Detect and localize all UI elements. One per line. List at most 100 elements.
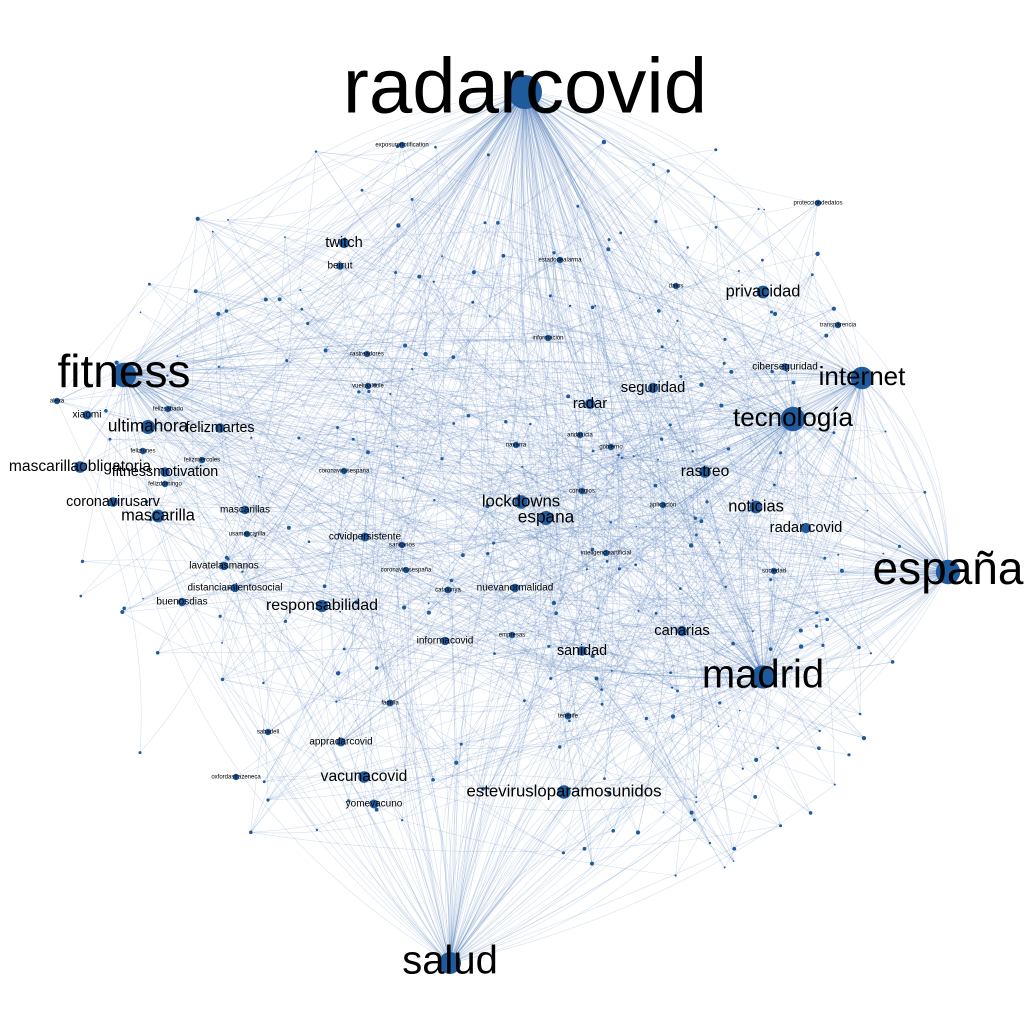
hashtag-node-estevirus[interactable] — [557, 785, 571, 799]
graph-edge — [279, 299, 817, 613]
hashtag-node-vueltaalcole[interactable] — [364, 382, 372, 390]
hashtag-node-protecciondatos[interactable] — [814, 199, 822, 207]
hashtag-node-lavatelasmanos[interactable] — [219, 561, 229, 571]
hashtag-node-estadodealarma[interactable] — [556, 256, 564, 264]
hashtag-node-appradarcovid[interactable] — [336, 737, 346, 747]
hashtag-node-mascarillas[interactable] — [240, 505, 250, 515]
hashtag-node-salud[interactable] — [439, 952, 461, 974]
hashtag-node-familia[interactable] — [386, 699, 394, 707]
graph-edge — [579, 335, 827, 436]
graph-edge — [123, 151, 317, 376]
hashtag-node-espana[interactable] — [539, 511, 553, 525]
graph-edge — [123, 374, 794, 459]
graph-edge — [123, 367, 863, 379]
graph-edge — [301, 308, 368, 355]
hashtag-node-beirut[interactable] — [336, 262, 344, 270]
hashtag-node-datos[interactable] — [672, 282, 680, 290]
hashtag-node-inteligenciaartificial[interactable] — [602, 549, 610, 557]
hashtag-node-transparencia[interactable] — [834, 321, 842, 329]
graph-edge — [348, 715, 569, 802]
hashtag-node-andalucia[interactable] — [576, 431, 584, 439]
graph-edge — [523, 91, 725, 868]
hashtag-node-rastreadores[interactable] — [363, 350, 371, 358]
graph-edge — [524, 91, 949, 573]
hashtag-node-xiaomi[interactable] — [82, 410, 92, 420]
graph-edge — [339, 265, 764, 678]
hashtag-node-felizlunes[interactable] — [139, 447, 147, 455]
hashtag-label-twitch: twitch — [325, 235, 363, 251]
hashtag-node-twitch[interactable] — [338, 237, 350, 249]
hashtag-node-privacidad[interactable] — [756, 285, 770, 299]
graph-edge — [563, 710, 740, 793]
hashtag-node-mascarilla[interactable] — [151, 509, 165, 523]
hashtag-node-tenerife[interactable] — [564, 712, 572, 720]
hashtag-label-inteligenciaartificial: inteligenciaartificial — [581, 551, 631, 557]
hashtag-node-felizdomingo[interactable] — [161, 480, 169, 488]
hashtag-node-exposurenotification[interactable] — [398, 141, 406, 149]
hashtag-node-mascarillaobligatoria[interactable] — [74, 461, 86, 473]
graph-edge — [222, 679, 451, 964]
hashtag-node-aplicacion[interactable] — [659, 501, 667, 509]
hashtag-node-seguridad[interactable] — [647, 382, 659, 394]
hashtag-node-radar-covid[interactable] — [800, 522, 812, 534]
hashtag-node-madrid[interactable] — [751, 665, 775, 689]
graph-edge — [222, 305, 571, 680]
graph-edge — [227, 219, 451, 964]
hashtag-node-canarias[interactable] — [676, 625, 688, 637]
hashtag-node-sanidad[interactable] — [577, 646, 587, 656]
hashtag-node-responsabilidad[interactable] — [315, 599, 329, 613]
hashtag-node-sanitarios[interactable] — [398, 541, 406, 549]
hashtag-node-navarra[interactable] — [512, 441, 520, 449]
hashtag-node-coronavirusarv[interactable] — [108, 497, 118, 507]
hashtag-node-radar[interactable] — [584, 398, 596, 410]
graph-edge — [307, 323, 494, 544]
hashtag-node-felizsabado[interactable] — [164, 405, 172, 413]
hashtag-node-fitnessmotivation[interactable] — [160, 467, 170, 477]
hashtag-node-noticias[interactable] — [749, 500, 763, 514]
graph-edge — [307, 323, 692, 813]
hashtag-node-contagios[interactable] — [578, 487, 586, 495]
hashtag-node-felizmartes[interactable] — [215, 423, 225, 433]
graph-edge — [589, 401, 886, 432]
minor-hashtag-node — [351, 437, 355, 441]
hashtag-node-gobierno[interactable] — [607, 443, 615, 451]
hashtag-node-informacovid[interactable] — [440, 636, 450, 646]
graph-edge — [218, 366, 856, 499]
hashtag-node-espana-tilde[interactable] — [935, 559, 961, 585]
hashtag-node-ciberseguridad[interactable] — [781, 363, 789, 371]
hashtag-node-vacunacovid[interactable] — [358, 771, 370, 783]
graph-edge — [123, 337, 406, 376]
graph-edge — [340, 418, 794, 743]
hashtag-node-alexa[interactable] — [53, 397, 61, 405]
hashtag-node-covidpersistente[interactable] — [360, 532, 370, 542]
graph-edge — [524, 552, 607, 701]
hashtag-node-coronavirusespana[interactable] — [340, 467, 348, 475]
graph-edge — [503, 255, 863, 379]
hashtag-node-buenosdias[interactable] — [177, 597, 187, 607]
hashtag-node-oxfordastrazeneca[interactable] — [232, 773, 240, 781]
hashtag-node-distanciamientosocial[interactable] — [230, 583, 240, 593]
hashtag-node-nuevanormalidad[interactable] — [510, 583, 520, 593]
graph-edge — [195, 291, 252, 438]
graph-edge — [298, 437, 488, 554]
graph-edge — [638, 569, 949, 612]
hashtag-node-tecnologia[interactable] — [780, 406, 806, 432]
hashtag-node-felizmiercoles[interactable] — [198, 456, 206, 464]
hashtag-node-radarcovid[interactable] — [508, 75, 542, 109]
hashtag-node-ultimahora[interactable] — [141, 420, 155, 434]
hashtag-node-sociedad[interactable] — [770, 567, 778, 575]
hashtag-node-fitness[interactable] — [111, 362, 137, 388]
hashtag-node-yomevacuno[interactable] — [369, 799, 379, 809]
hashtag-node-empresas[interactable] — [508, 631, 516, 639]
hashtag-node-lockdowns[interactable] — [514, 495, 528, 509]
hashtag-node-informacion[interactable] — [544, 334, 552, 342]
hashtag-node-rastreo[interactable] — [699, 466, 711, 478]
hashtag-node-usamascarilla[interactable] — [243, 530, 251, 538]
hashtag-node-sabadell[interactable] — [264, 728, 272, 736]
hashtag-node-internet[interactable] — [850, 366, 874, 390]
graph-edge — [325, 350, 884, 554]
hashtag-node-catalunya[interactable] — [444, 586, 452, 594]
graph-edge — [336, 457, 623, 702]
graph-edge — [412, 199, 839, 326]
hashtag-node-coronavirusespana2[interactable] — [402, 566, 410, 574]
